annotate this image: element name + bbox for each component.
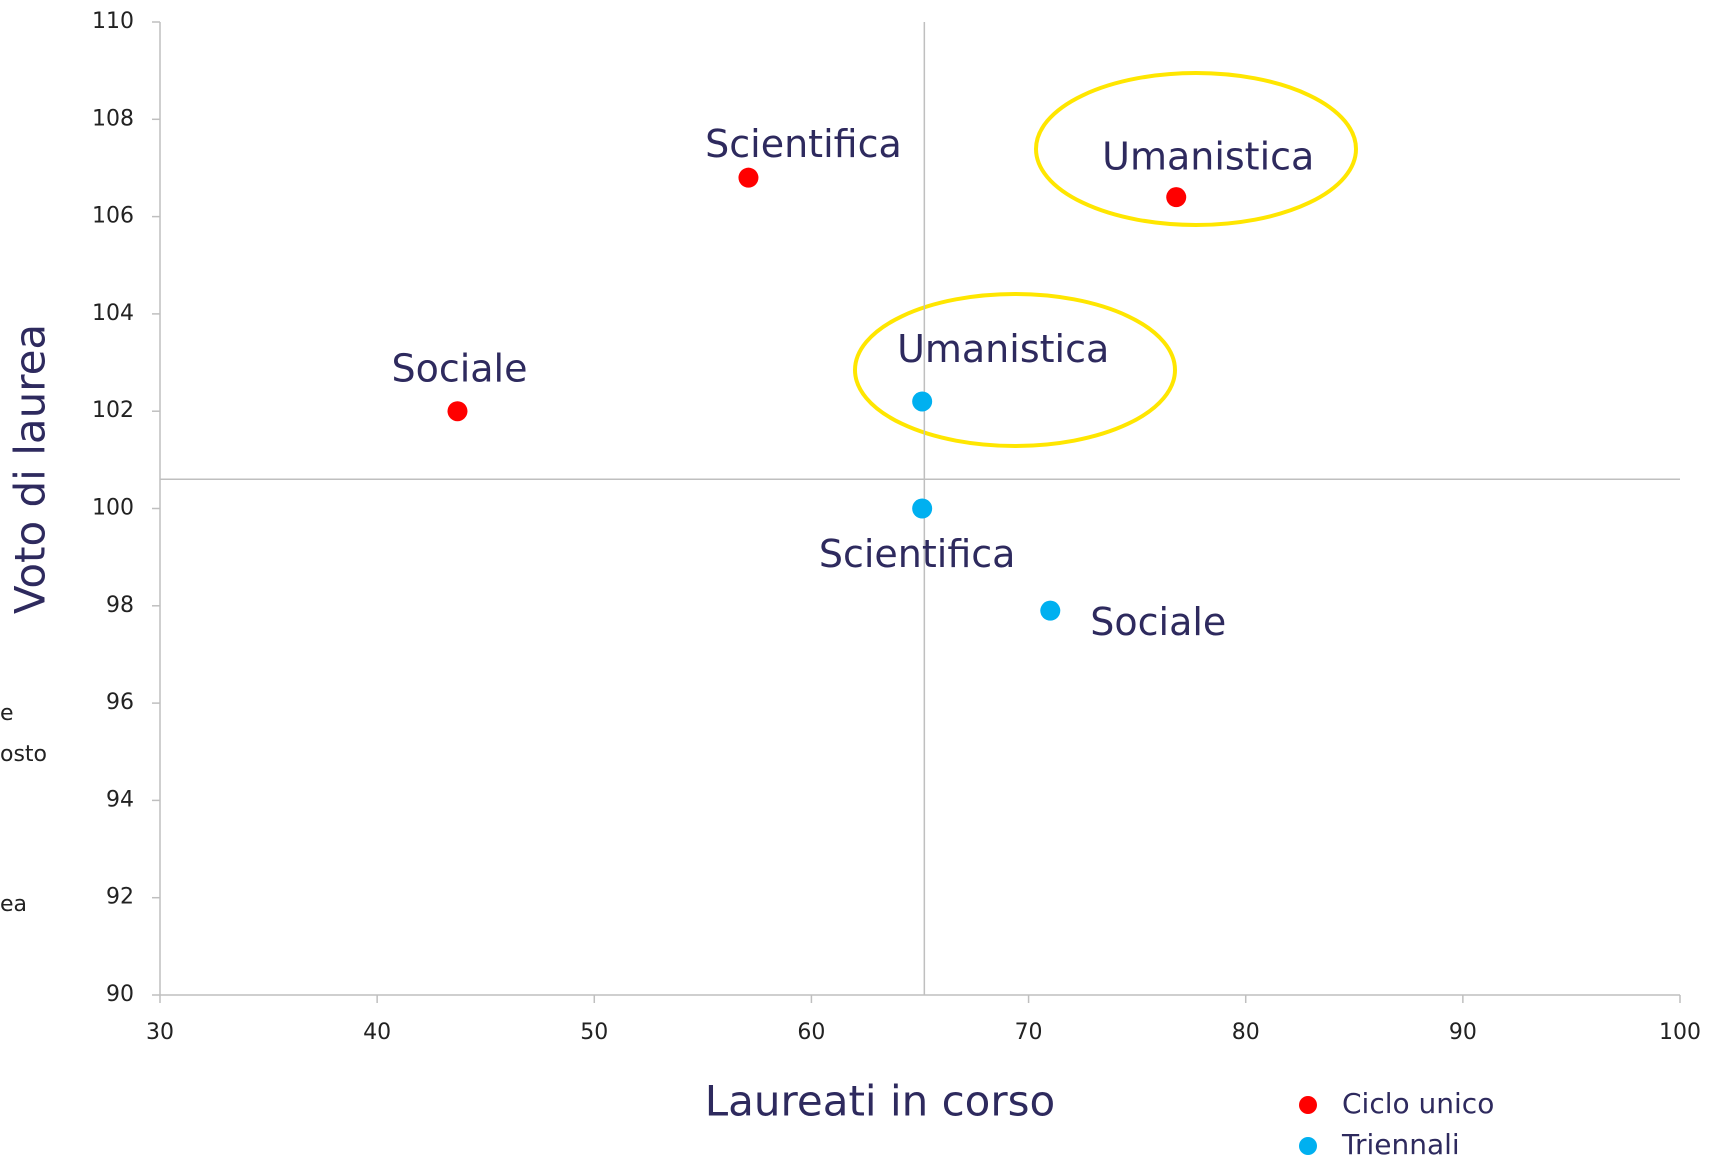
scatter-point: [1040, 600, 1061, 621]
legend-marker: [1299, 1096, 1317, 1114]
point-label: Sociale: [391, 347, 527, 391]
y-tick-label: 92: [106, 885, 134, 910]
point-label: Scientifica: [705, 122, 902, 166]
side-note: e: [0, 701, 14, 726]
x-tick-label: 90: [1449, 1020, 1477, 1045]
y-tick-label: 98: [106, 593, 134, 618]
point-label: Scientifica: [819, 532, 1016, 576]
y-tick-label: 100: [92, 496, 134, 521]
point-label: Umanistica: [897, 327, 1109, 371]
y-tick-label: 102: [92, 398, 134, 423]
scatter-point: [912, 498, 933, 519]
y-axis-title: Voto di laurea: [6, 324, 55, 614]
scatter-point: [738, 167, 759, 188]
scatter-point: [447, 401, 468, 422]
y-tick-label: 108: [92, 106, 134, 131]
highlight-ellipse: [1034, 71, 1358, 227]
point-label: Sociale: [1090, 600, 1226, 644]
x-tick-label: 70: [1015, 1020, 1043, 1045]
y-tick-label: 96: [106, 690, 134, 715]
x-tick-label: 30: [146, 1020, 174, 1045]
scatter-point: [912, 391, 933, 412]
legend-label: Triennali: [1341, 1128, 1460, 1161]
x-axis-title: Laureati in corso: [705, 1077, 1055, 1126]
legend-label: Ciclo unico: [1342, 1087, 1494, 1120]
legend-marker: [1299, 1137, 1317, 1155]
side-note: ea: [0, 892, 27, 917]
y-tick-label: 110: [92, 9, 134, 34]
x-tick-label: 100: [1659, 1020, 1701, 1045]
scatter-point: [1166, 187, 1187, 208]
x-tick-label: 80: [1232, 1020, 1260, 1045]
x-tick-label: 60: [797, 1020, 825, 1045]
y-tick-label: 104: [92, 301, 134, 326]
y-tick-label: 90: [106, 982, 134, 1007]
x-tick-label: 50: [580, 1020, 608, 1045]
side-note: osto: [0, 742, 47, 767]
y-tick-label: 94: [106, 787, 134, 812]
x-tick-label: 40: [363, 1020, 391, 1045]
highlight-ellipse: [853, 292, 1177, 448]
point-label: Umanistica: [1102, 135, 1314, 179]
y-tick-label: 106: [92, 204, 134, 229]
